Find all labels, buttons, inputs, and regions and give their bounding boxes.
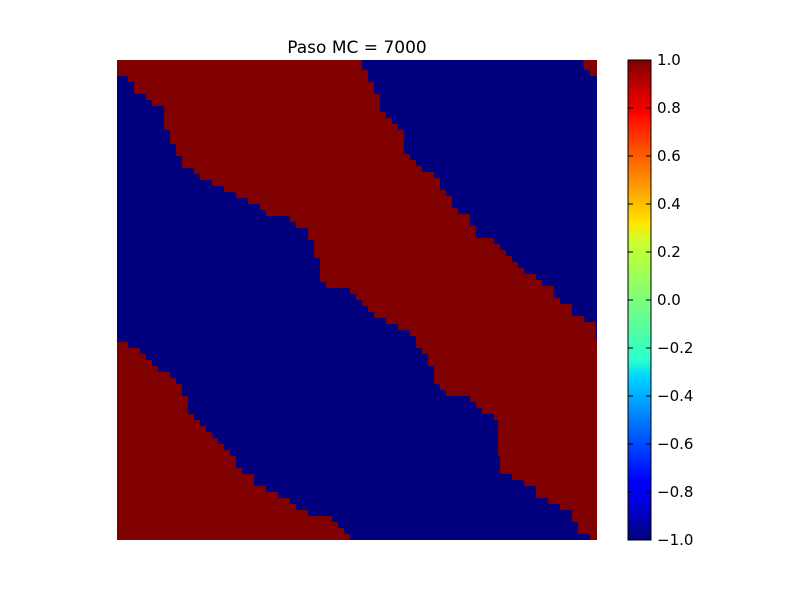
colorbar-tick-label: −0.2	[657, 339, 693, 357]
red-domain-upper	[117, 60, 597, 540]
colorbar-tick-label: −0.6	[657, 435, 693, 453]
colorbar-tick-label: 1.0	[657, 51, 681, 69]
colorbar-tick-label: 0.6	[657, 147, 681, 165]
colorbar-tick-label: 0.0	[657, 291, 681, 309]
colorbar: 1.0 0.8 0.6 0.4 0.2 0.0 −0.2 −0.4 −0.6 −0.8 −1.0	[627, 51, 693, 549]
colorbar-ticks: 1.0 0.8 0.6 0.4 0.2 0.0 −0.2 −0.4 −0.6 −0.8 −1.0	[628, 51, 693, 549]
chart-title: Paso MC = 7000	[287, 38, 426, 58]
colorbar-tick-label: 0.2	[657, 243, 681, 261]
colorbar-tick-label: 0.8	[657, 99, 681, 117]
colorbar-tick-label: −0.8	[657, 483, 693, 501]
colorbar-tick-label: −1.0	[657, 531, 693, 549]
red-domain-corner	[583, 60, 597, 76]
colorbar-tick-label: 0.4	[657, 195, 681, 213]
colorbar-tick-label: −0.4	[657, 387, 693, 405]
plot-area	[117, 60, 597, 540]
red-domain-lower	[117, 342, 350, 540]
